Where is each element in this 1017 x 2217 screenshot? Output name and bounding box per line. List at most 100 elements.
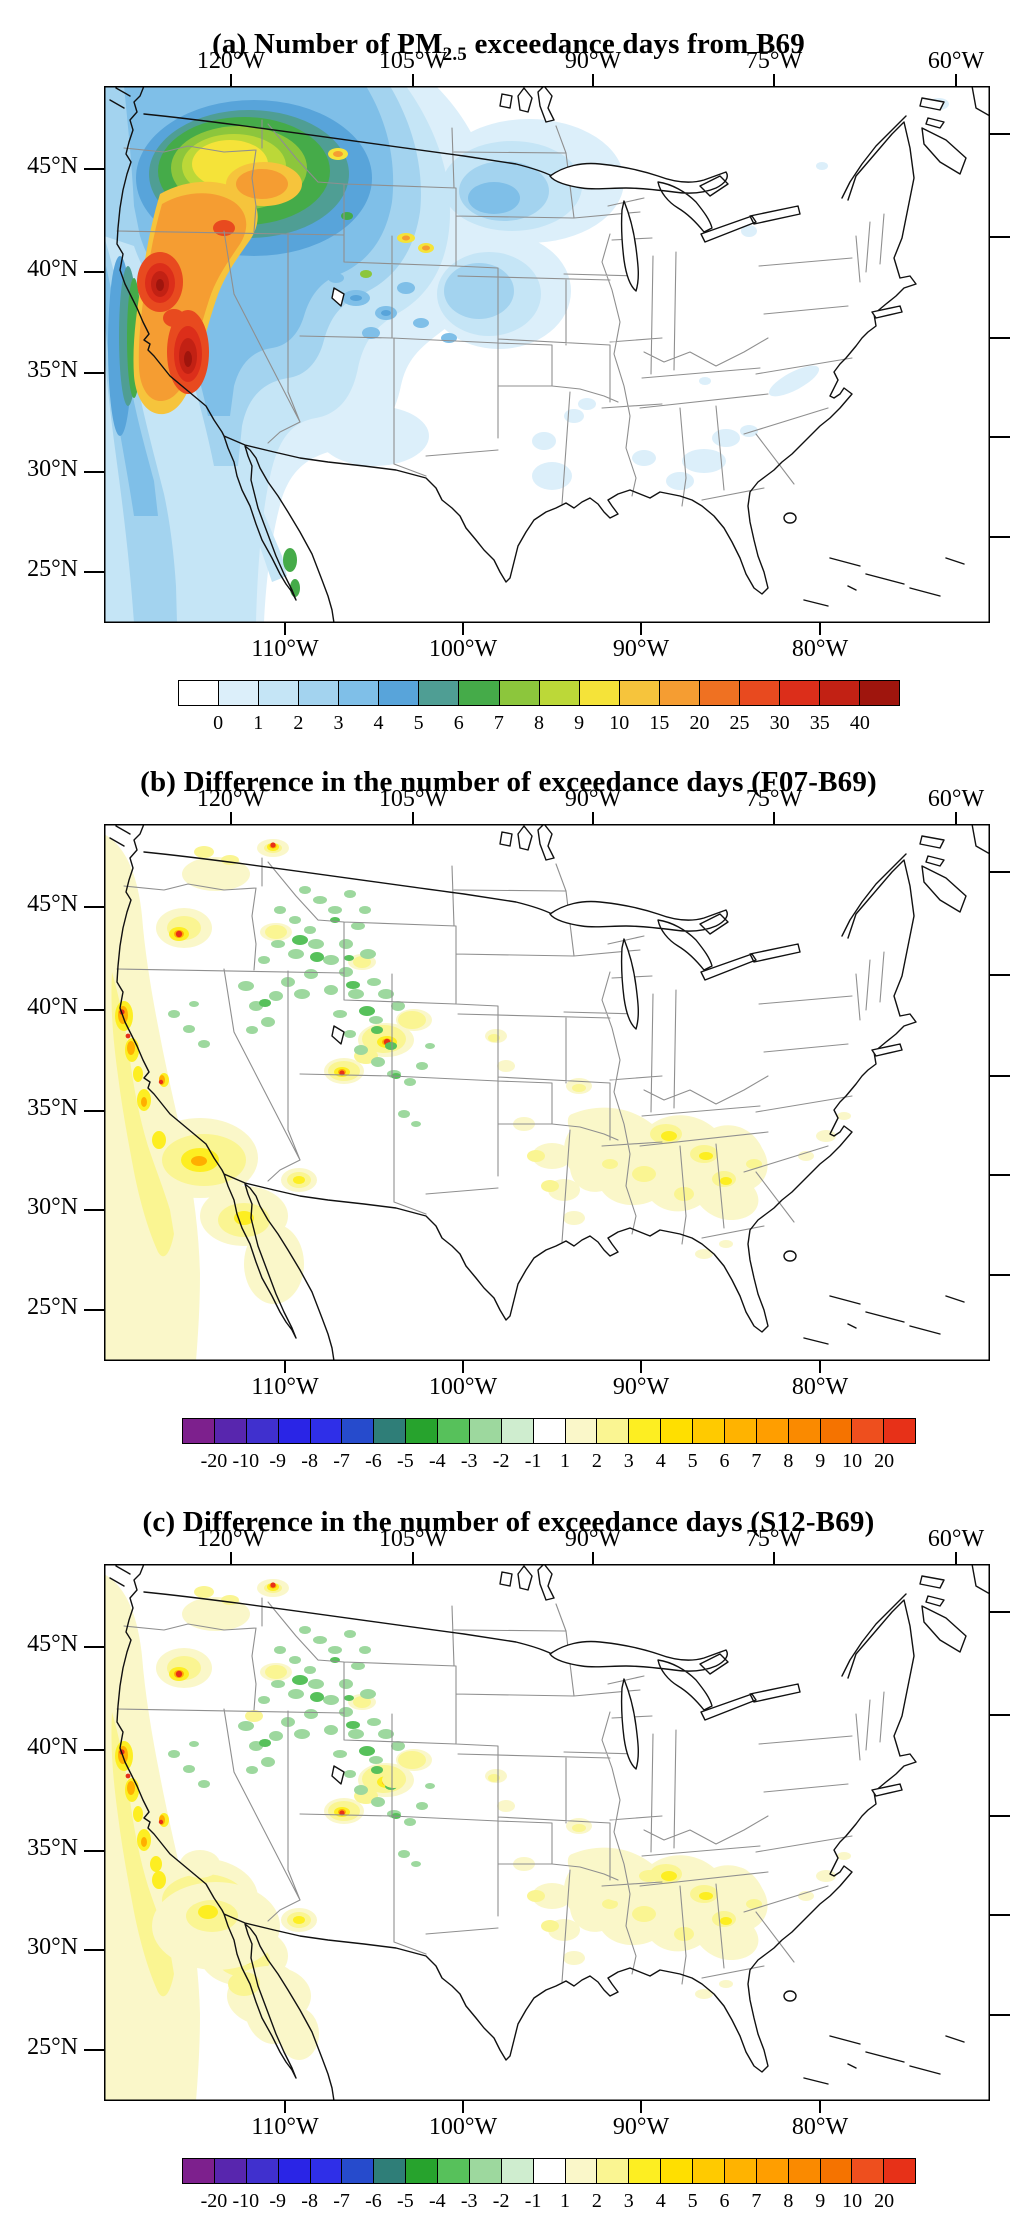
- bottom-tick: [462, 2101, 464, 2113]
- colorbar-segment: [299, 681, 340, 705]
- map-c: [104, 1564, 990, 2101]
- colorbar-segment: [379, 681, 420, 705]
- top-tick: [955, 812, 957, 824]
- top-axis-label: 60°W: [927, 1526, 985, 1552]
- left-axis-label: 45°N: [27, 891, 78, 917]
- top-tick: [230, 74, 232, 86]
- left-tick: [84, 1110, 104, 1112]
- colorbar-tick-label: -9: [269, 2190, 287, 2212]
- left-tick: [84, 168, 104, 170]
- colorbar-segment: [278, 1419, 311, 1443]
- colorbar-tick-label: -9: [269, 1450, 287, 1472]
- left-axis-label: 35°N: [27, 1835, 78, 1861]
- panel-a-title-pre: (a) Number of PM: [212, 28, 443, 61]
- colorbar-tick-label: -5: [397, 1450, 414, 1472]
- left-tick: [84, 1646, 104, 1648]
- bottom-tick: [284, 1361, 286, 1373]
- left-axis-label: 25°N: [27, 2034, 78, 2060]
- colorbar-segment: [788, 2159, 821, 2183]
- colorbar-tick-label: 5: [687, 2190, 698, 2212]
- colorbar-segment: [406, 1419, 438, 1443]
- colorbar-tick-label: 10: [609, 712, 630, 734]
- colorbar-tick-label: 8: [783, 1450, 794, 1472]
- bottom-axis-label: 80°W: [791, 2114, 849, 2140]
- colorbar-segment: [565, 1419, 598, 1443]
- colorbar-tick-label: 6: [719, 2190, 730, 2212]
- colorbar-segment: [438, 1419, 470, 1443]
- top-tick: [592, 74, 594, 86]
- top-tick: [955, 1552, 957, 1564]
- right-tick: [990, 871, 1010, 873]
- colorbar-tick-label: 4: [655, 1450, 666, 1472]
- colorbar-tick-label: 40: [849, 712, 870, 734]
- colorbar-tick-label: 2: [591, 2190, 602, 2212]
- colorbar-tick-label: 8: [783, 2190, 794, 2212]
- right-tick: [990, 2014, 1010, 2016]
- left-tick: [84, 1749, 104, 1751]
- right-tick: [990, 1611, 1010, 1613]
- right-tick: [990, 1075, 1010, 1077]
- colorbar-segment: [342, 1419, 375, 1443]
- bottom-axis-label: 90°W: [612, 1374, 670, 1400]
- right-tick: [990, 1274, 1010, 1276]
- colorbar-tick-label: -2: [492, 2190, 510, 2212]
- colorbar-tick-label: 2: [591, 1450, 602, 1472]
- colorbar-segment: [756, 2159, 789, 2183]
- colorbar-tick-label: 7: [751, 1450, 762, 1472]
- colorbar-tick-label: 30: [769, 712, 790, 734]
- right-tick: [990, 436, 1010, 438]
- colorbar-tick-label: 10: [842, 2190, 863, 2212]
- colorbar-segment: [374, 1419, 407, 1443]
- top-axis-label: 75°W: [745, 48, 803, 74]
- right-tick: [990, 337, 1010, 339]
- left-tick: [84, 906, 104, 908]
- colorbar-tick-label: -8: [301, 1450, 318, 1472]
- colorbar-segment: [310, 1419, 343, 1443]
- bottom-tick: [819, 1361, 821, 1373]
- left-axis-label: 40°N: [27, 1734, 78, 1760]
- left-axis-label: 30°N: [27, 1934, 78, 1960]
- bottom-axis-label: 100°W: [428, 2114, 498, 2140]
- top-axis-label: 120°W: [196, 1526, 266, 1552]
- colorbar-segment: [629, 2159, 662, 2183]
- colorbar-tick-label: -2: [492, 1450, 510, 1472]
- colorbar-tick-label: 1: [559, 1450, 570, 1472]
- top-axis-label: 75°W: [745, 786, 803, 812]
- colorbar-segment: [852, 2159, 885, 2183]
- colorbar-segment: [852, 1419, 885, 1443]
- left-tick: [84, 1949, 104, 1951]
- colorbar-tick-label: 0: [213, 712, 224, 734]
- top-axis-label: 105°W: [378, 48, 448, 74]
- top-axis-label: 120°W: [196, 786, 266, 812]
- colorbar-segment: [820, 681, 861, 705]
- map-frame: [104, 86, 990, 623]
- colorbar-tick-label: -1: [524, 1450, 542, 1472]
- bottom-tick: [640, 2101, 642, 2113]
- colorbar-tick-label: 35: [809, 712, 830, 734]
- colorbar: [178, 680, 900, 706]
- colorbar-segment: [724, 2159, 757, 2183]
- panel-c-title: (c) Difference in the number of exceedan…: [0, 1506, 1017, 1544]
- bottom-axis-label: 110°W: [251, 636, 319, 662]
- colorbar-tick-label: 4: [373, 712, 384, 734]
- top-tick: [412, 74, 414, 86]
- colorbar-tick-label: -6: [365, 2190, 382, 2212]
- colorbar-segment: [469, 1419, 502, 1443]
- left-tick: [84, 1850, 104, 1852]
- bottom-tick: [462, 1361, 464, 1373]
- right-tick: [990, 536, 1010, 538]
- colorbar-tick-label: 9: [815, 2190, 826, 2212]
- bottom-tick: [284, 2101, 286, 2113]
- colorbar-tick-label: 9: [574, 712, 585, 734]
- right-tick: [990, 133, 1010, 135]
- bottom-axis-label: 90°W: [612, 2114, 670, 2140]
- bottom-axis-label: 80°W: [791, 1374, 849, 1400]
- colorbar-tick-label: 6: [719, 1450, 730, 1472]
- top-tick: [230, 1552, 232, 1564]
- map-frame: [104, 824, 990, 1361]
- right-tick: [990, 236, 1010, 238]
- colorbar-segment: [179, 681, 220, 705]
- colorbar-segment: [533, 1419, 566, 1443]
- top-axis-label: 90°W: [564, 1526, 622, 1552]
- colorbar-segment: [597, 1419, 630, 1443]
